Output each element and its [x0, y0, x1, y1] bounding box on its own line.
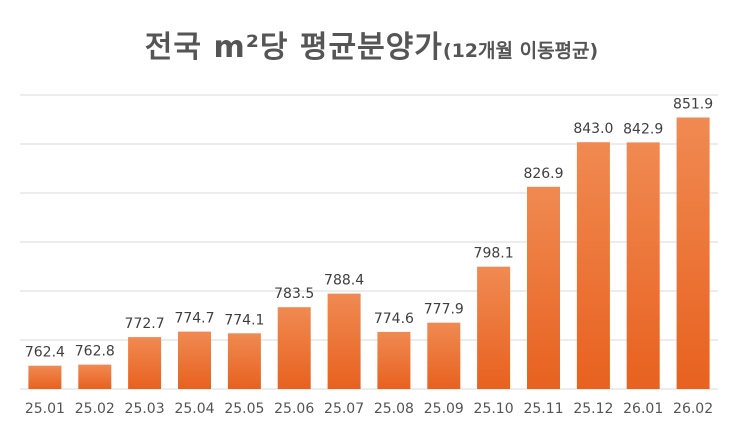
bar-25.08: [377, 331, 411, 389]
x-tick-label: 25.10: [474, 401, 514, 417]
bar-25.06: [277, 307, 311, 389]
bars: [28, 117, 710, 389]
bar-25.01: [28, 365, 62, 389]
data-label: 772.7: [125, 316, 165, 332]
bar-25.04: [178, 331, 211, 389]
x-tick-label: 25.01: [25, 401, 65, 417]
x-tick-label: 25.02: [75, 401, 115, 417]
bar-26.02: [676, 117, 710, 389]
x-tick-label: 25.11: [523, 401, 563, 417]
data-label: 798.1: [474, 246, 514, 262]
x-tick-label: 25.06: [274, 401, 314, 417]
bar-25.09: [427, 322, 461, 389]
x-tick-label: 25.05: [224, 401, 264, 417]
bar-25.12: [576, 142, 610, 389]
data-label: 774.6: [374, 311, 414, 327]
data-label: 777.9: [424, 302, 464, 318]
x-tick-label: 25.08: [374, 401, 414, 417]
data-label: 774.1: [224, 312, 264, 328]
bar-25.11: [527, 186, 560, 389]
data-label: 826.9: [523, 166, 563, 182]
bar-25.03: [128, 337, 162, 389]
data-label: 851.9: [673, 97, 713, 113]
bar-26.01: [626, 142, 660, 389]
bar-25.05: [227, 333, 261, 389]
bar-25.02: [78, 364, 112, 389]
data-labels: 762.4 762.8 772.7 774.7 774.1 783.5 788.4 774.6…: [25, 97, 713, 361]
x-tick-label: 26.02: [673, 401, 713, 417]
data-label: 788.4: [324, 273, 364, 289]
chart-title-main: 전국 m²당 평균분양가: [144, 30, 443, 65]
x-tick-label: 25.04: [174, 401, 214, 417]
x-tick-label: 26.01: [623, 401, 663, 417]
chart-title: 전국 m²당 평균분양가(12개월 이동평균): [0, 22, 743, 66]
x-tick-label: 25.07: [324, 401, 364, 417]
x-axis-ticks: 25.01 25.02 25.03 25.04 25.05 25.06 25.07 25.08…: [25, 401, 713, 417]
gridlines: [20, 94, 718, 390]
data-label: 783.5: [274, 286, 314, 302]
data-label: 843.0: [573, 121, 613, 137]
chart-subtitle: (12개월 이동평균): [442, 40, 599, 62]
x-tick-label: 25.12: [573, 401, 613, 417]
x-tick-label: 25.03: [125, 401, 165, 417]
bar-25.10: [477, 266, 511, 389]
data-label: 762.4: [25, 345, 65, 361]
x-tick-label: 25.09: [424, 401, 464, 417]
bar-25.07: [327, 293, 361, 389]
data-label: 842.9: [623, 121, 663, 137]
data-label: 774.7: [174, 311, 214, 327]
data-label: 762.8: [75, 344, 115, 360]
